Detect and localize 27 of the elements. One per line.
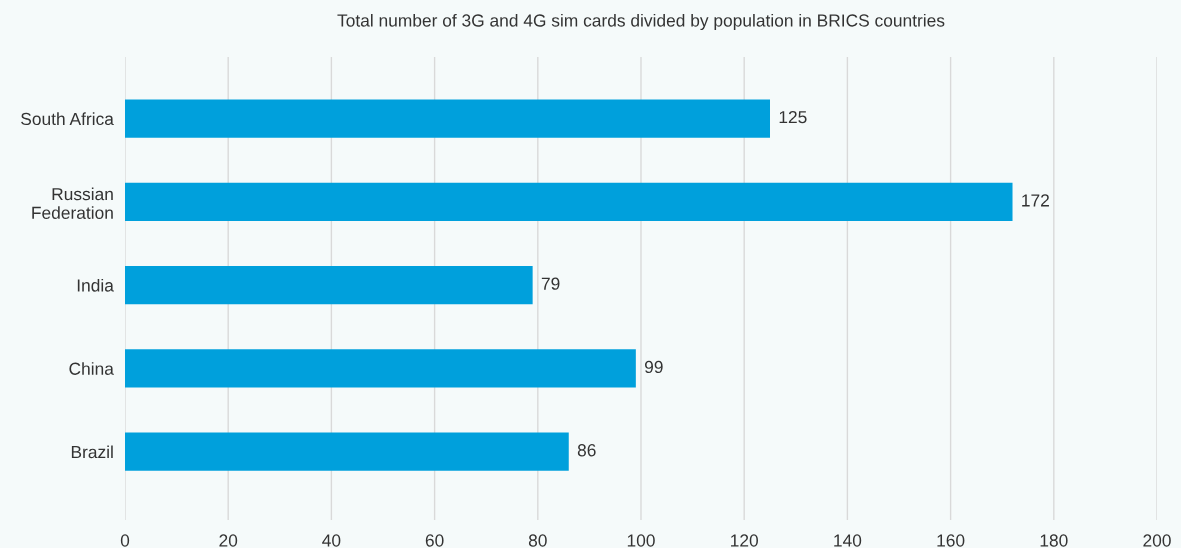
- y-tick-label: Brazil: [71, 445, 113, 459]
- y-tick-label: China: [69, 362, 114, 375]
- data-label: 99: [644, 360, 663, 374]
- bar: [125, 349, 636, 388]
- x-tick-label: 20: [219, 534, 238, 547]
- x-tick-label: 120: [731, 534, 759, 547]
- x-tick-label: 80: [528, 534, 547, 547]
- x-tick-label: 140: [834, 534, 862, 547]
- x-tick-label: 60: [425, 534, 444, 547]
- data-label: 79: [541, 277, 560, 290]
- y-tick-label: South Africa: [21, 112, 114, 126]
- bar: [125, 99, 770, 138]
- data-label: 86: [577, 444, 596, 457]
- bar: [125, 432, 569, 471]
- y-tick-label: Russian Federation: [32, 187, 113, 219]
- x-tick-label: 180: [1040, 534, 1068, 547]
- x-tick-label: 0: [120, 534, 130, 547]
- x-tick-label: 40: [322, 534, 341, 547]
- x-tick-label: 160: [937, 534, 965, 547]
- data-label: 125: [779, 110, 807, 124]
- chart-title: Total number of 3G and 4G sim cards divided by population in BRICS countries: [337, 13, 945, 31]
- y-tick-label: India: [77, 278, 114, 292]
- bar: [125, 182, 1013, 222]
- bar: [125, 266, 533, 305]
- x-tick-label: 200: [1143, 534, 1171, 547]
- data-label: 172: [1022, 194, 1049, 207]
- x-tick-label: 100: [627, 534, 655, 547]
